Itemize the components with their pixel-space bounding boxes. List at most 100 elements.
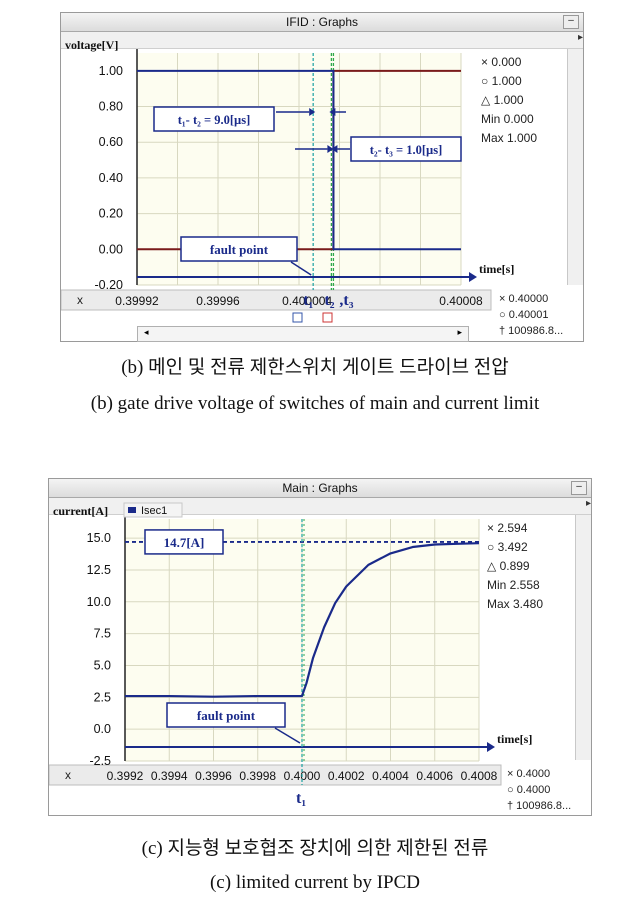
annotation-arrowhead bbox=[309, 108, 316, 116]
x-readout-panel: × 0.40000 ○ 0.40001 † 100986.8... bbox=[499, 291, 563, 339]
x-readout-cross: × 0.40000 bbox=[499, 293, 549, 305]
y-tick-label: 10.0 bbox=[87, 595, 111, 609]
reference-label: 14.7[A] bbox=[164, 535, 205, 550]
fault-point-label: fault point bbox=[210, 242, 269, 257]
graph-window-ifid: IFID : Graphs – ▸ x 1.00 0.80 0.60 0.40 0.20 0… bbox=[60, 12, 584, 342]
x-tick-label: 0.4008 bbox=[461, 769, 498, 783]
readout-triangle: △ 1.000 bbox=[481, 93, 524, 107]
series-line bbox=[137, 69, 461, 251]
y-tick-label: 0.00 bbox=[99, 242, 123, 256]
x-axis-bar bbox=[61, 289, 492, 311]
y-tick-label: 7.5 bbox=[94, 627, 111, 641]
minimize-icon: – bbox=[576, 481, 582, 492]
y-tick-label: 15.0 bbox=[87, 531, 111, 545]
y-tick-label: 0.20 bbox=[99, 207, 123, 221]
window-title-bar[interactable]: IFID : Graphs – bbox=[61, 13, 583, 32]
x-tick-label: 0.40008 bbox=[439, 294, 483, 308]
y-tick-label: 1.00 bbox=[99, 64, 123, 78]
annotation-box-t2t3 bbox=[350, 136, 462, 162]
voltage-chart-svg: x 1.00 0.80 0.60 0.40 0.20 0.00 -0.20 0.39992 0.3… bbox=[61, 38, 514, 323]
caption-b-english: (b) gate drive voltage of switches of ma… bbox=[90, 393, 540, 414]
x-tick-label: 0.4004 bbox=[372, 769, 409, 783]
fault-point-box bbox=[166, 702, 286, 728]
x-axis-label: time[s] bbox=[497, 732, 532, 746]
x-axis-arrowhead bbox=[487, 742, 495, 752]
readout-max: Max 1.000 bbox=[481, 131, 538, 145]
x-tick-label: 0.4002 bbox=[328, 769, 365, 783]
window-title-bar-2[interactable]: Main : Graphs – bbox=[49, 479, 591, 498]
pin-icon[interactable]: ▸ bbox=[577, 32, 583, 43]
graph-toolbar bbox=[61, 32, 583, 49]
x-tick-label: 0.400004 bbox=[282, 294, 332, 308]
readout-triangle-2: △ 0.899 bbox=[487, 559, 530, 573]
vertical-scrollbar-2[interactable] bbox=[575, 515, 591, 760]
zoom-fit-icon bbox=[292, 312, 303, 323]
x-tick-label: 0.3994 bbox=[151, 769, 188, 783]
x-axis-label: time[s] bbox=[479, 262, 514, 276]
x-tick-label: 0.39992 bbox=[115, 294, 159, 308]
y-tick-label: 0.0 bbox=[94, 722, 111, 736]
annotation-text-t1t2: t₁- t₂ = 9.0[µs] bbox=[178, 113, 251, 127]
x-tick-label: 0.3996 bbox=[195, 769, 232, 783]
y-tick-label: -2.5 bbox=[89, 754, 111, 768]
fault-point-arrow bbox=[274, 727, 301, 744]
x-tick-label: 0.39996 bbox=[196, 294, 240, 308]
x-axis-bar bbox=[49, 764, 502, 786]
x-tick-label: 0.3992 bbox=[107, 769, 144, 783]
reference-label-box bbox=[144, 529, 224, 555]
legend-swatch bbox=[128, 507, 136, 513]
annotation-arrowhead bbox=[331, 145, 338, 153]
legend-label: Isec1 bbox=[141, 505, 167, 517]
y-readout-panel: × 0.000 ○ 1.000 △ 1.000 Min 0.000 Max 1.… bbox=[481, 53, 537, 148]
x-tick-label: 0.3998 bbox=[239, 769, 276, 783]
zoom-cursor-icon bbox=[322, 312, 333, 323]
graph-window-main: Main : Graphs – ▸ x 15.0 12.5 10.0 7.5 5.0 2.5… bbox=[48, 478, 592, 816]
fault-point-label: fault point bbox=[197, 708, 256, 723]
x-tick-label: 0.4006 bbox=[416, 769, 453, 783]
readout-cross-2: × 2.594 bbox=[487, 521, 528, 535]
x-axis-symbol: x bbox=[65, 768, 71, 782]
legend-box bbox=[123, 502, 183, 518]
time-marker-label: t₂ bbox=[324, 292, 334, 309]
minimize-button[interactable]: – bbox=[563, 15, 579, 29]
readout-cross: × 0.000 bbox=[481, 55, 522, 69]
readout-min-2: Min 2.558 bbox=[487, 578, 540, 592]
y-tick-label: 0.40 bbox=[99, 171, 123, 185]
minimize-icon: – bbox=[568, 15, 574, 26]
time-marker-label: t₁ bbox=[303, 292, 313, 309]
window-title: IFID : Graphs bbox=[285, 15, 359, 29]
y-tick-label: 0.60 bbox=[99, 135, 123, 149]
y-tick-label: -0.20 bbox=[95, 278, 124, 292]
readout-min: Min 0.000 bbox=[481, 112, 534, 126]
annotation-arrowhead bbox=[327, 145, 334, 153]
current-chart-svg: x 15.0 12.5 10.0 7.5 5.0 2.5 0.0 -2.50.3992 0.399… bbox=[49, 502, 532, 807]
annotation-arrowhead bbox=[329, 108, 336, 116]
y-tick-label: 2.5 bbox=[94, 690, 111, 704]
scroll-right-icon[interactable]: ▸ bbox=[457, 327, 462, 337]
y-axis-label: voltage[V] bbox=[65, 38, 118, 52]
pin-icon[interactable]: ▸ bbox=[585, 498, 591, 509]
fault-point-arrow bbox=[290, 261, 312, 276]
window-title-2: Main : Graphs bbox=[282, 481, 358, 495]
x-readout-delta: † 100986.8... bbox=[499, 325, 564, 337]
readout-circle: ○ 1.000 bbox=[481, 74, 522, 88]
caption-b-korean: (b) 메인 및 전류 제한스위치 게이트 드라이브 전압 bbox=[121, 357, 509, 378]
readout-max-2: Max 3.480 bbox=[487, 597, 544, 611]
readout-circle-2: ○ 3.492 bbox=[487, 540, 528, 554]
caption-c-english: (c) limited current by IPCD bbox=[209, 872, 420, 893]
x-readout-panel-2: × 0.4000 ○ 0.4000 † 100986.8... bbox=[507, 766, 571, 814]
x-axis-arrowhead bbox=[469, 272, 477, 282]
minimize-button-2[interactable]: – bbox=[571, 481, 587, 495]
y-tick-label: 0.80 bbox=[99, 100, 123, 114]
scroll-left-icon[interactable]: ◂ bbox=[144, 327, 149, 337]
x-readout-circle-2: ○ 0.4000 bbox=[507, 784, 551, 796]
series-line-isec1 bbox=[125, 542, 480, 698]
y-axis-label: current[A] bbox=[53, 504, 108, 518]
horizontal-scrollbar[interactable]: ◂ ▸ bbox=[137, 326, 469, 342]
vertical-scrollbar[interactable] bbox=[567, 49, 583, 285]
x-readout-cross-2: × 0.4000 bbox=[507, 768, 551, 780]
annotation-text-t2t3: t₂- t₃ = 1.0[µs] bbox=[370, 143, 443, 157]
y-readout-panel-2: × 2.594 ○ 3.492 △ 0.899 Min 2.558 Max 3.… bbox=[487, 519, 543, 614]
time-marker-label: ,t₃ bbox=[339, 292, 353, 309]
y-tick-label: 12.5 bbox=[87, 563, 111, 577]
